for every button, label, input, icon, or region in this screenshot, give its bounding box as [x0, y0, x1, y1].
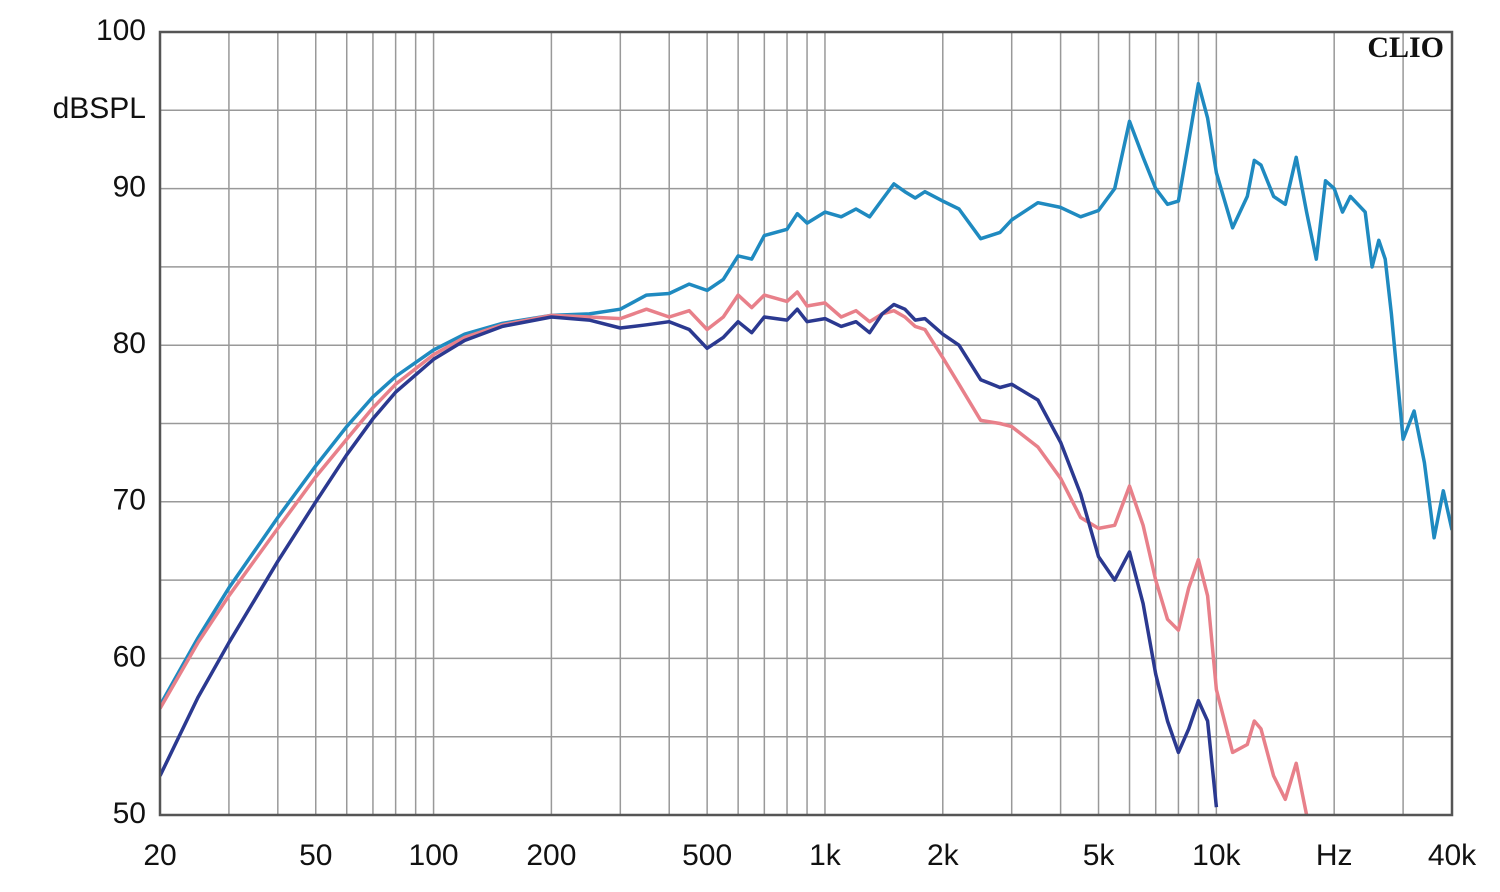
- series-line: [160, 81, 1452, 707]
- x-tick-label: 10k: [1192, 839, 1241, 872]
- grid: [159, 31, 1453, 816]
- y-tick-label: 80: [113, 327, 146, 360]
- y-axis-label: dBSPL: [53, 92, 146, 125]
- x-tick-label: 1k: [809, 839, 842, 872]
- y-tick-label: 50: [113, 797, 146, 830]
- series-line: [160, 302, 1219, 808]
- x-tick-label: 50: [299, 839, 332, 872]
- x-tick-label: 200: [526, 839, 576, 872]
- y-tick-label: 100: [96, 14, 146, 47]
- x-tick-label: 5k: [1083, 839, 1116, 872]
- x-tick-label: 2k: [927, 839, 960, 872]
- y-tick-label: 70: [113, 484, 146, 517]
- x-tick-label: 100: [409, 839, 459, 872]
- x-tick-label: 40k: [1428, 839, 1477, 872]
- x-tick-label: Hz: [1316, 839, 1353, 872]
- chart-title: CLIO: [1367, 31, 1444, 64]
- x-tick-label: 500: [682, 839, 732, 872]
- x-tick-label: 20: [143, 839, 176, 872]
- y-tick-label: 60: [113, 640, 146, 673]
- plot-frame: [158, 30, 1454, 817]
- plot-lines: [160, 81, 1452, 815]
- y-tick-label: 90: [113, 171, 146, 204]
